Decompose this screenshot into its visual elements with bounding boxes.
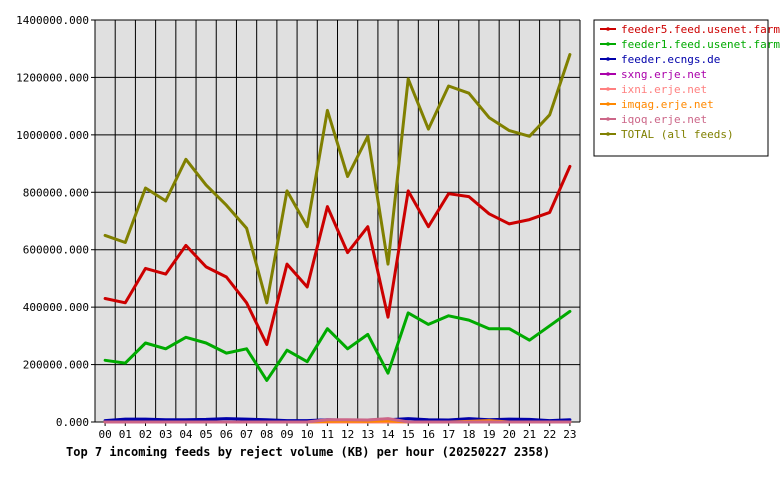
legend-label-feeder5-feed-usenet-farm: feeder5.feed.usenet.farm — [621, 23, 780, 36]
legend-marker-iqoq-erje-net — [606, 117, 610, 121]
series-line-feeder5-feed-usenet-farm — [103, 164, 572, 346]
x-tick-label: 03 — [159, 428, 172, 441]
x-tick-label: 06 — [220, 428, 233, 441]
x-tick-label: 13 — [361, 428, 374, 441]
legend-marker-total-all-feeds — [606, 132, 610, 136]
x-tick-label: 05 — [200, 428, 213, 441]
x-tick-label: 04 — [179, 428, 193, 441]
x-tick-label: 14 — [381, 428, 395, 441]
legend-box — [593, 19, 769, 157]
x-tick-label: 00 — [98, 428, 111, 441]
legend-label-total-all-feeds: TOTAL (all feeds) — [621, 128, 734, 141]
legend-marker-imqag-erje-net — [606, 102, 610, 106]
legend-label-feeder1-feed-usenet-farm: feeder1.feed.usenet.farm — [621, 38, 780, 51]
x-tick-label: 01 — [119, 428, 132, 441]
series-line-total-all-feeds — [103, 53, 572, 305]
y-tick-label: 1000000.000 — [16, 129, 89, 142]
x-tick-label: 10 — [301, 428, 314, 441]
series-line-feeder1-feed-usenet-farm — [103, 309, 572, 382]
legend-label-feeder-ecngs-de: feeder.ecngs.de — [621, 53, 720, 66]
y-tick-label: 0.000 — [56, 416, 89, 429]
x-tick-label: 19 — [482, 428, 495, 441]
y-tick-label: 600000.000 — [23, 244, 89, 257]
legend-marker-feeder1-feed-usenet-farm — [606, 42, 610, 46]
y-tick-label: 1200000.000 — [16, 71, 89, 84]
series-line-iqoq-erje-net — [103, 417, 572, 424]
legend-label-iqoq-erje-net: iqoq.erje.net — [621, 113, 707, 126]
y-tick-label: 200000.000 — [23, 359, 89, 372]
legend-label-ixni-erje-net: ixni.erje.net — [621, 83, 707, 96]
x-tick-label: 02 — [139, 428, 152, 441]
legend-marker-feeder5-feed-usenet-farm — [606, 27, 610, 31]
legend-marker-feeder-ecngs-de — [606, 57, 610, 61]
legend-label-sxng-erje-net: sxng.erje.net — [621, 68, 707, 81]
legend-label-imqag-erje-net: imqag.erje.net — [621, 98, 714, 111]
x-tick-label: 15 — [402, 428, 415, 441]
x-tick-label: 22 — [543, 428, 556, 441]
x-tick-label: 17 — [442, 428, 455, 441]
x-tick-label: 12 — [341, 428, 354, 441]
x-tick-label: 09 — [280, 428, 293, 441]
x-tick-label: 08 — [260, 428, 273, 441]
y-tick-label: 400000.000 — [23, 301, 89, 314]
legend-marker-sxng-erje-net — [606, 72, 610, 76]
y-tick-label: 800000.000 — [23, 186, 89, 199]
x-tick-label: 21 — [523, 428, 536, 441]
legend-marker-ixni-erje-net — [606, 87, 610, 91]
x-tick-label: 16 — [422, 428, 435, 441]
x-tick-label: 07 — [240, 428, 253, 441]
chart-title: Top 7 incoming feeds by reject volume (K… — [66, 445, 550, 459]
x-tick-label: 23 — [563, 428, 576, 441]
x-tick-label: 11 — [321, 428, 334, 441]
x-tick-label: 20 — [503, 428, 516, 441]
x-tick-label: 18 — [462, 428, 475, 441]
y-tick-label: 1400000.000 — [16, 14, 89, 27]
